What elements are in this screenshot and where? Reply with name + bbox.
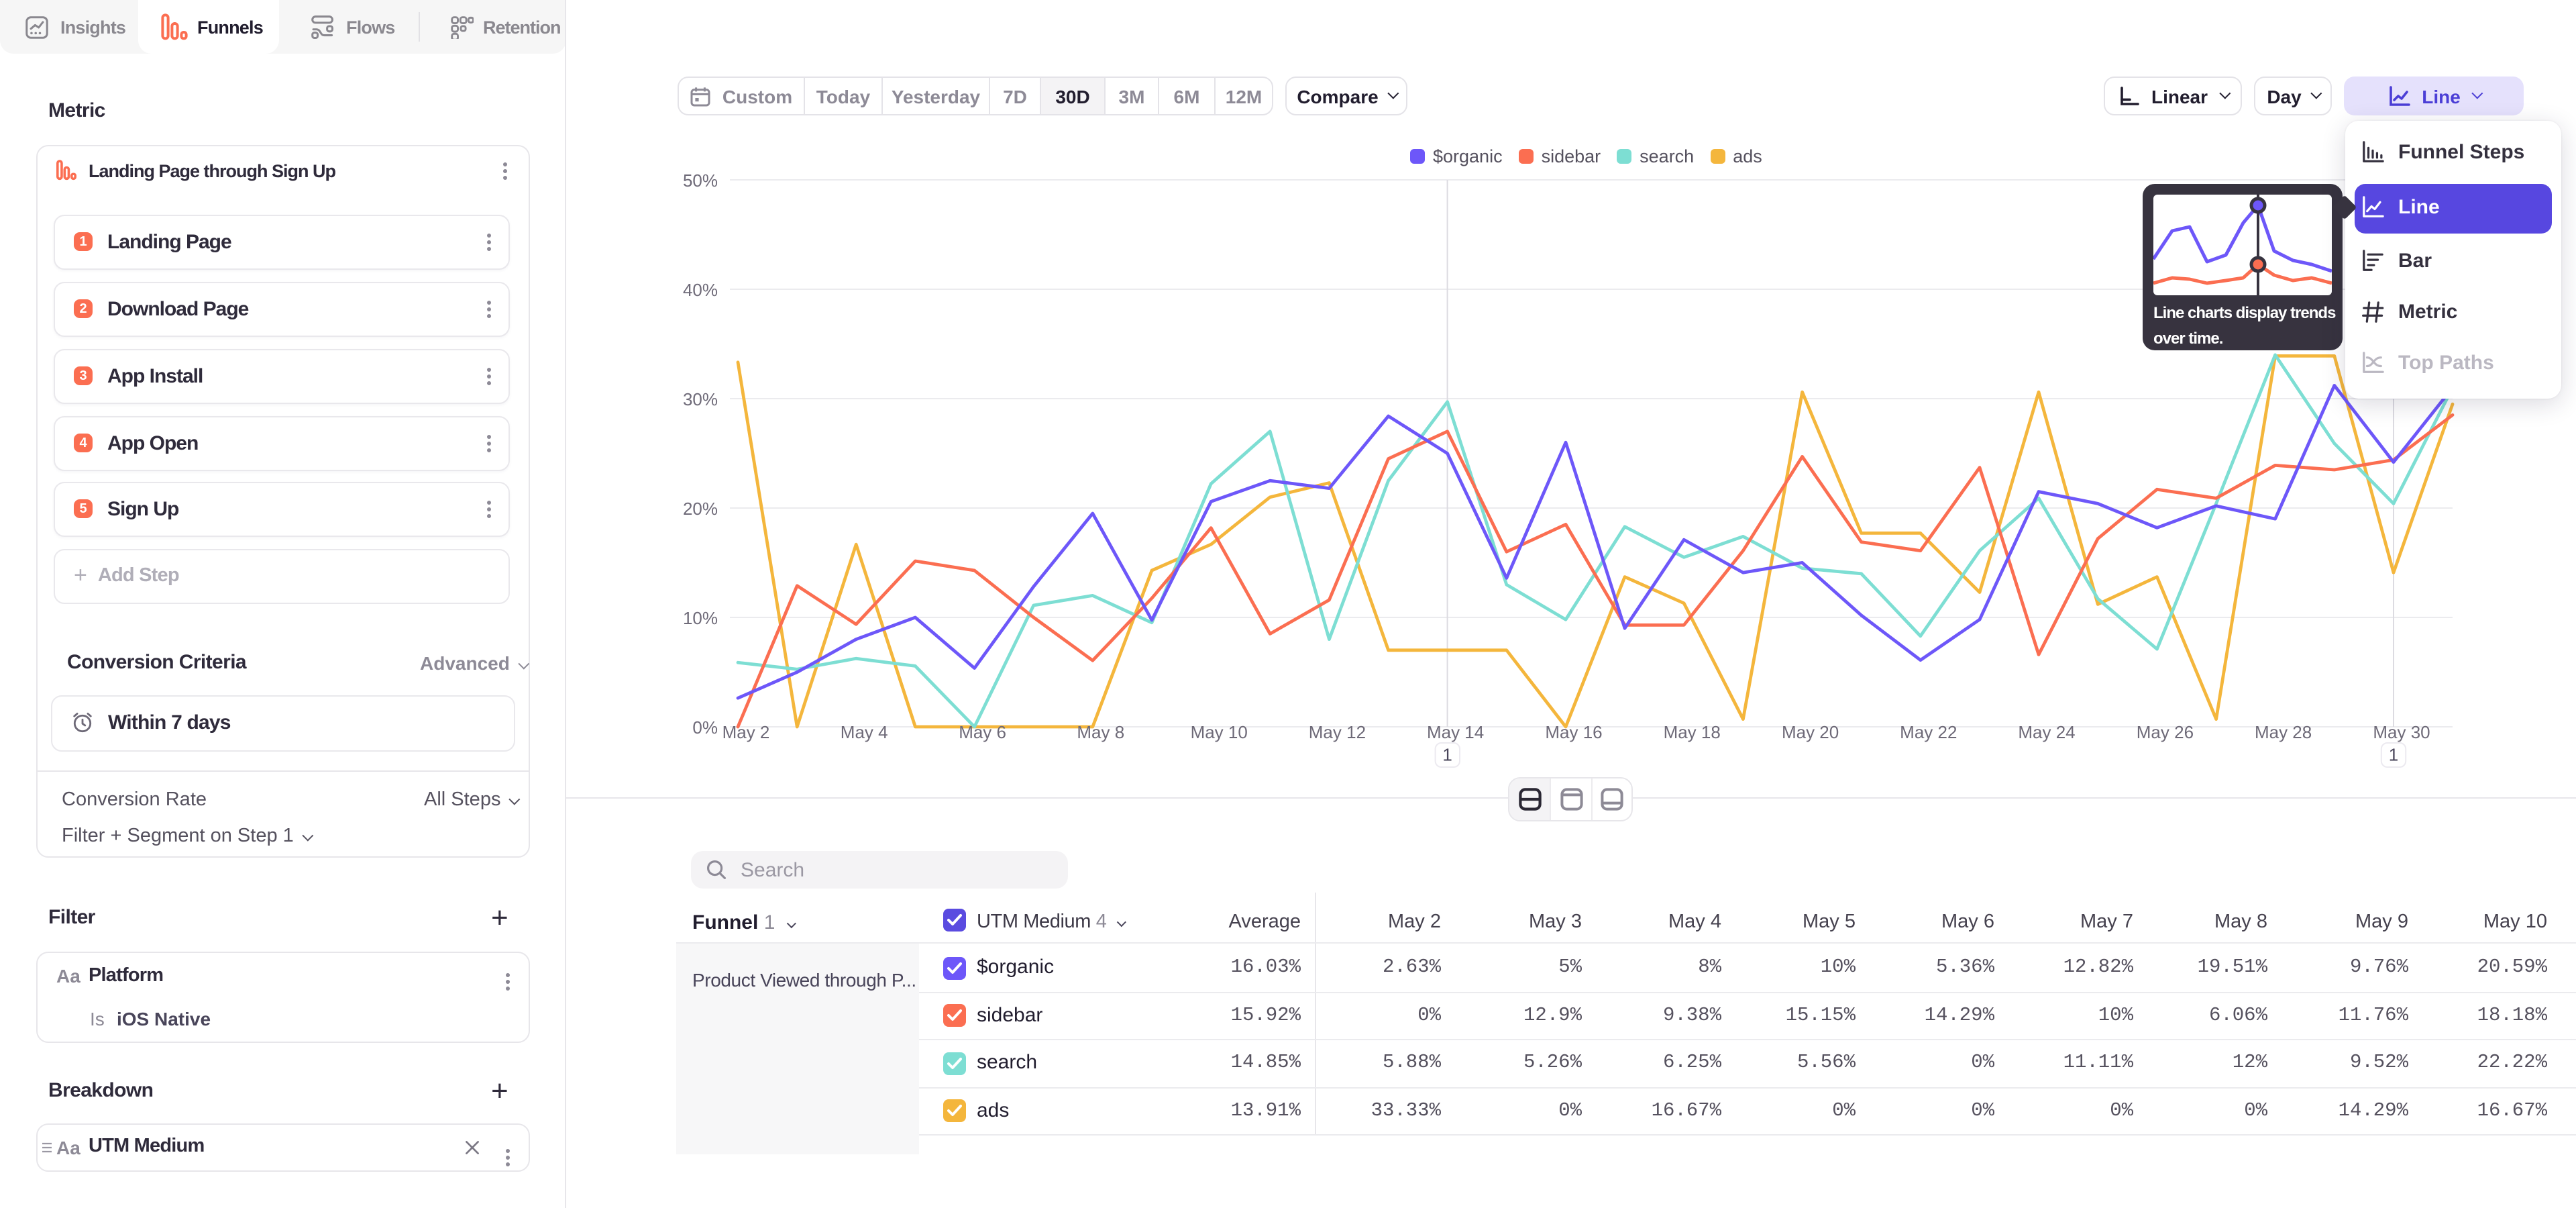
- svg-text:May 10: May 10: [1191, 722, 1248, 742]
- svg-text:May 12: May 12: [1309, 722, 1366, 742]
- svg-text:May 28: May 28: [2255, 722, 2312, 742]
- svg-text:May 22: May 22: [1900, 722, 1957, 742]
- svg-text:1: 1: [1442, 745, 1452, 765]
- svg-text:30%: 30%: [683, 389, 718, 409]
- svg-text:50%: 50%: [683, 170, 718, 191]
- svg-text:10%: 10%: [683, 608, 718, 628]
- svg-text:May 4: May 4: [841, 722, 888, 742]
- svg-text:May 24: May 24: [2018, 722, 2075, 742]
- svg-text:40%: 40%: [683, 280, 718, 300]
- svg-text:20%: 20%: [683, 499, 718, 519]
- svg-text:May 30: May 30: [2373, 722, 2430, 742]
- svg-text:May 16: May 16: [1545, 722, 1602, 742]
- svg-text:May 20: May 20: [1782, 722, 1839, 742]
- svg-text:1: 1: [2389, 745, 2398, 765]
- svg-text:0%: 0%: [692, 717, 718, 738]
- svg-text:May 26: May 26: [2137, 722, 2194, 742]
- svg-text:May 18: May 18: [1664, 722, 1721, 742]
- svg-text:May 8: May 8: [1077, 722, 1124, 742]
- svg-text:May 2: May 2: [722, 722, 770, 742]
- svg-text:May 6: May 6: [959, 722, 1006, 742]
- svg-text:May 14: May 14: [1427, 722, 1484, 742]
